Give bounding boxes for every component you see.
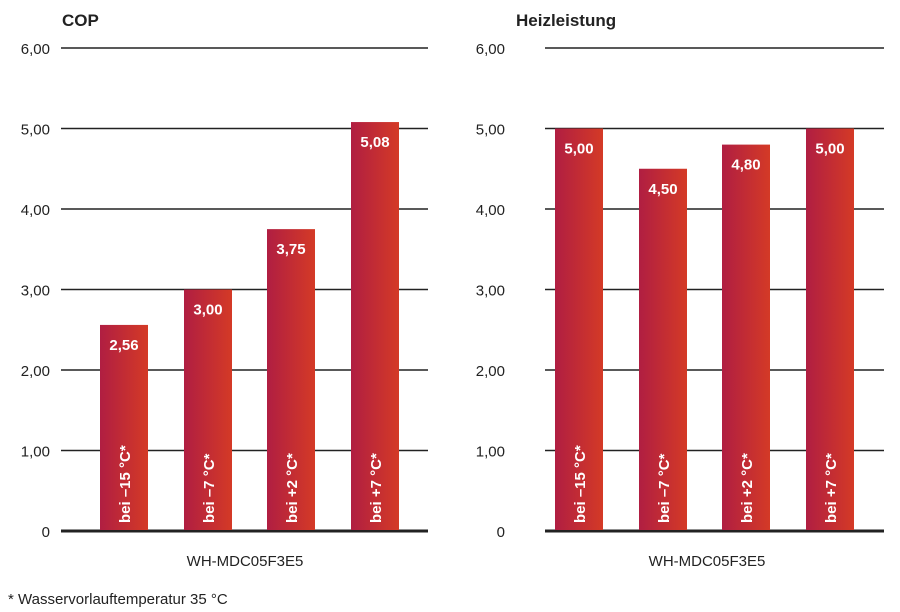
y-tick-label: 5,00 [21, 122, 50, 139]
y-tick-label: 5,00 [476, 122, 505, 139]
bar [722, 144, 770, 530]
bar-value-label: 3,00 [193, 302, 222, 319]
bar-value-label: 2,56 [109, 337, 138, 354]
y-tick-label: 1,00 [21, 444, 50, 461]
bar-value-label: 4,80 [731, 157, 760, 174]
y-tick-label: 4,00 [476, 202, 505, 219]
chart-title: COP [62, 11, 99, 30]
y-tick-label: 4,00 [21, 202, 50, 219]
bar-value-label: 5,00 [564, 141, 593, 158]
category-label: bei –15 °C* [572, 445, 589, 523]
bar-value-label: 5,00 [815, 141, 844, 158]
bar [267, 229, 315, 530]
category-label: bei –15 °C* [117, 445, 134, 523]
y-tick-label: 6,00 [21, 41, 50, 58]
category-label: bei +7 °C* [823, 453, 840, 523]
bar [184, 289, 232, 530]
y-tick-label: 2,00 [21, 363, 50, 380]
y-tick-label: 6,00 [476, 41, 505, 58]
bar-value-label: 3,75 [276, 241, 305, 258]
category-label: bei +2 °C* [284, 453, 301, 523]
bar [100, 324, 148, 530]
bar-value-label: 4,50 [648, 181, 677, 198]
y-tick-label: 0 [42, 524, 50, 541]
bar [555, 128, 603, 530]
category-label: bei –7 °C* [201, 453, 218, 523]
y-tick-label: 3,00 [476, 283, 505, 300]
bar [806, 128, 854, 530]
bar [351, 122, 399, 530]
footnote: * Wasservorlauftemperatur 35 °C [8, 591, 228, 608]
chart-title: Heizleistung [516, 11, 616, 30]
y-tick-label: 0 [497, 524, 505, 541]
y-tick-label: 1,00 [476, 444, 505, 461]
x-axis-label: WH-MDC05F3E5 [649, 553, 766, 570]
bar-value-label: 5,08 [360, 134, 389, 151]
y-tick-label: 3,00 [21, 283, 50, 300]
bar [639, 168, 687, 530]
x-axis-label: WH-MDC05F3E5 [187, 553, 304, 570]
y-tick-label: 2,00 [476, 363, 505, 380]
category-label: bei +7 °C* [368, 453, 385, 523]
category-label: bei –7 °C* [656, 453, 673, 523]
category-label: bei +2 °C* [739, 453, 756, 523]
